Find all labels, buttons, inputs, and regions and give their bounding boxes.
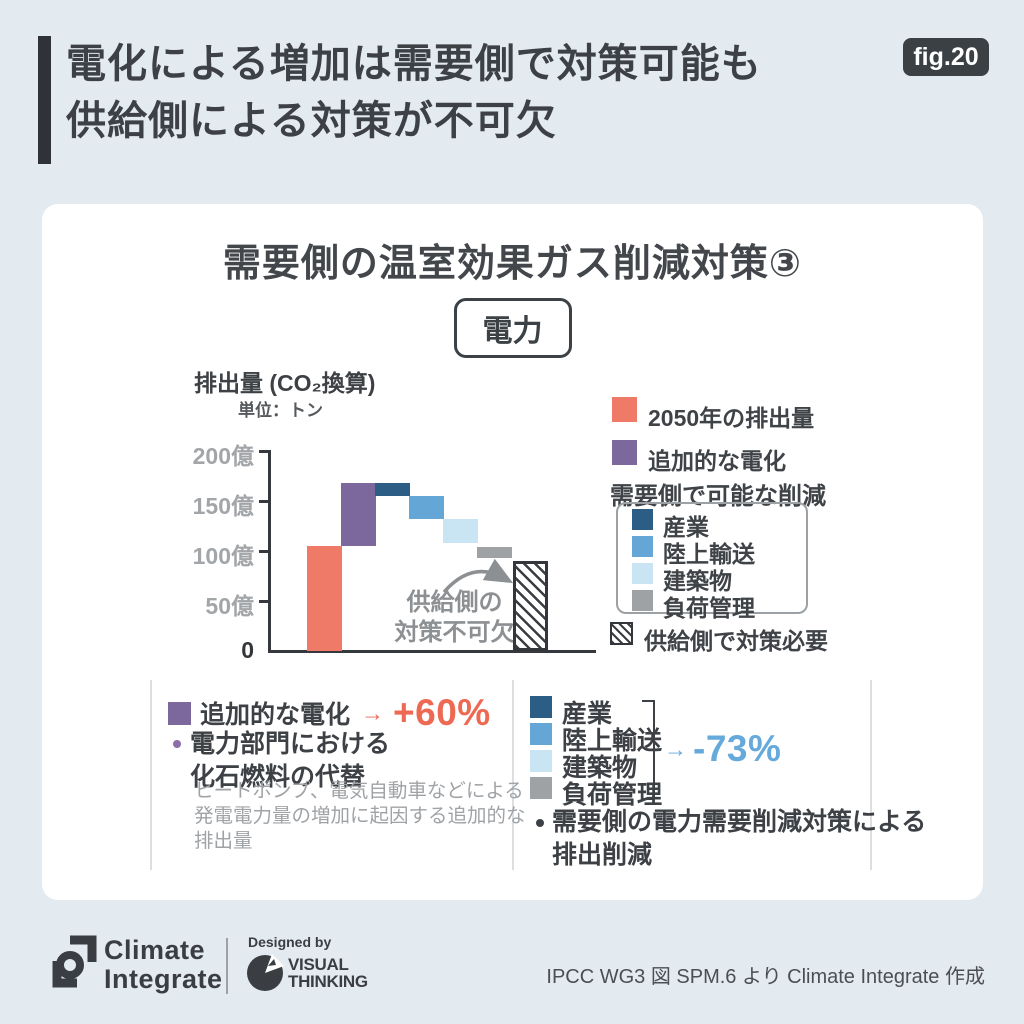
right-panel-label-land-transport: 陸上輸送	[562, 727, 663, 755]
legend-swatch-electrification	[612, 440, 637, 465]
legend-swatch-industry	[632, 509, 653, 530]
right-panel-swatch-land-transport	[530, 723, 552, 745]
left-panel-bullet-text: 電力部門における 化石燃料の代替	[190, 728, 390, 794]
legend-label-buildings: 建築物	[663, 568, 732, 594]
supply-side-annotation: 供給側の 対策不可欠	[372, 588, 537, 648]
right-panel-swatch-industry	[530, 696, 552, 718]
vt-line1: VISUAL	[288, 955, 349, 974]
legend-swatch-load-management	[632, 590, 653, 611]
left-panel-bullet-line2: 化石燃料の代替	[190, 763, 366, 791]
right-panel-bullet-line1: 需要側の電力需要削減対策による	[552, 808, 927, 836]
designed-by-label: Designed by	[248, 934, 332, 950]
category-badge-electricity: 電力	[453, 298, 572, 358]
y-axis-tick	[259, 450, 268, 453]
source-credit: IPCC WG3 図 SPM.6 より Climate Integrate 作成	[546, 966, 985, 988]
left-panel-bullet-icon	[173, 740, 181, 748]
climate-integrate-wordmark: Climate Integrate	[104, 936, 223, 994]
y-axis-tick-label: 150億	[192, 493, 254, 519]
page-title-line1: 電化による増加は需要側で対策可能も	[66, 42, 762, 86]
legend-label-supply-side: 供給側で対策必要	[644, 628, 828, 654]
y-axis-unit: 単位：トン	[238, 401, 323, 420]
right-panel-bullet-icon	[536, 819, 544, 827]
waterfall-chart: 供給側の 対策不可欠 200億 150億 100億 50億 0	[42, 204, 983, 900]
right-panel-arrow: →	[664, 735, 687, 762]
y-axis-tick-label: 100億	[192, 543, 254, 569]
chart-title: 需要側の温室効果ガス削減対策③	[222, 243, 803, 285]
right-panel-swatch-load-management	[530, 777, 552, 799]
figure-number-badge: fig.20	[903, 38, 989, 76]
right-panel-label-industry: 産業	[562, 700, 613, 728]
vt-line2: THINKING	[288, 972, 368, 991]
y-axis-tick-label: 200億	[192, 443, 254, 469]
left-panel-note: ヒートポンプ、電気自動車などによる 発電電力量の増加に起因する追加的な 排出量	[194, 779, 526, 854]
panel-divider-middle	[512, 680, 514, 870]
y-axis-tick	[259, 600, 268, 603]
left-panel-note-line3: 排出量	[194, 830, 253, 852]
legend-label-load-management: 負荷管理	[663, 595, 755, 621]
visual-thinking-wordmark: VISUAL THINKING	[288, 956, 368, 990]
page-title: 電化による増加は需要側で対策可能も 供給側による対策が不可欠	[66, 36, 926, 150]
left-panel-heading-label: 追加的な電化	[200, 701, 351, 729]
x-axis-line	[268, 650, 596, 653]
brand-line1: Climate	[104, 935, 206, 965]
legend-swatch-buildings	[632, 563, 653, 584]
left-panel-purple-swatch	[168, 701, 191, 725]
left-panel-percentage: +60%	[393, 692, 491, 733]
legend-swatch-land-transport	[632, 536, 653, 557]
panel-divider-left	[150, 680, 152, 870]
y-axis-tick	[259, 550, 268, 553]
right-panel-label-load-management: 負荷管理	[562, 781, 663, 809]
chart-bar-7	[513, 561, 548, 651]
legend-label-land-transport: 陸上輸送	[663, 541, 755, 567]
legend-label-2050-emissions: 2050年の排出量	[648, 405, 815, 431]
page-title-line2: 供給側による対策が不可欠	[66, 98, 557, 143]
y-axis-title: 排出量 (CO₂換算)	[194, 370, 376, 396]
right-panel-bracket	[642, 700, 655, 800]
footer-divider	[226, 938, 228, 994]
panel-divider-right	[870, 680, 872, 870]
y-axis-tick	[259, 500, 268, 503]
legend-label-industry: 産業	[663, 514, 709, 540]
legend-label-electrification: 追加的な電化	[648, 448, 786, 474]
chart-bar-4	[409, 496, 444, 519]
y-axis-tick-label: 50億	[205, 593, 254, 619]
brand-line2: Integrate	[104, 964, 223, 994]
legend-group-title: 需要側で可能な削減	[610, 483, 826, 510]
legend-swatch-supply-side	[610, 622, 633, 645]
chart-bar-3	[375, 483, 410, 496]
chart-bar-2	[341, 483, 376, 546]
y-axis-tick-label: 0	[241, 637, 254, 663]
climate-integrate-logo-icon	[52, 935, 97, 988]
curved-arrow-icon	[442, 558, 514, 594]
chart-bar-1	[307, 546, 342, 651]
chart-card: 需要側の温室効果ガス削減対策③ 電力 排出量 (CO₂換算) 単位：トン 供給側…	[42, 204, 983, 900]
left-panel-bullet-line1: 電力部門における	[190, 730, 391, 758]
chart-bar-5	[443, 519, 478, 543]
header-accent-bar	[38, 36, 51, 164]
left-panel-note-line2: 発電電力量の増加に起因する追加的な	[194, 805, 526, 827]
supply-side-annotation-line2: 対策不可欠	[394, 619, 515, 646]
right-panel-bullet-line2: 排出削減	[552, 841, 653, 869]
visual-thinking-logo-icon	[247, 954, 284, 991]
left-panel-arrow: →	[361, 699, 385, 726]
right-panel-bullet-text: 需要側の電力需要削減対策による 排出削減	[552, 806, 926, 872]
legend-group-box	[616, 502, 808, 614]
supply-side-annotation-line1: 供給側の	[406, 589, 503, 616]
y-axis-line	[268, 450, 271, 653]
left-panel-note-line1: ヒートポンプ、電気自動車などによる	[194, 780, 524, 802]
right-panel-swatch-buildings	[530, 750, 552, 772]
chart-bar-6	[477, 547, 512, 558]
left-panel-heading: 追加的な電化 → +60%	[168, 692, 491, 734]
right-panel-percentage: -73%	[693, 728, 782, 769]
right-panel-label-buildings: 建築物	[562, 754, 638, 782]
legend-swatch-2050-emissions	[612, 397, 637, 422]
right-panel-percentage-row: → -73%	[664, 728, 781, 770]
